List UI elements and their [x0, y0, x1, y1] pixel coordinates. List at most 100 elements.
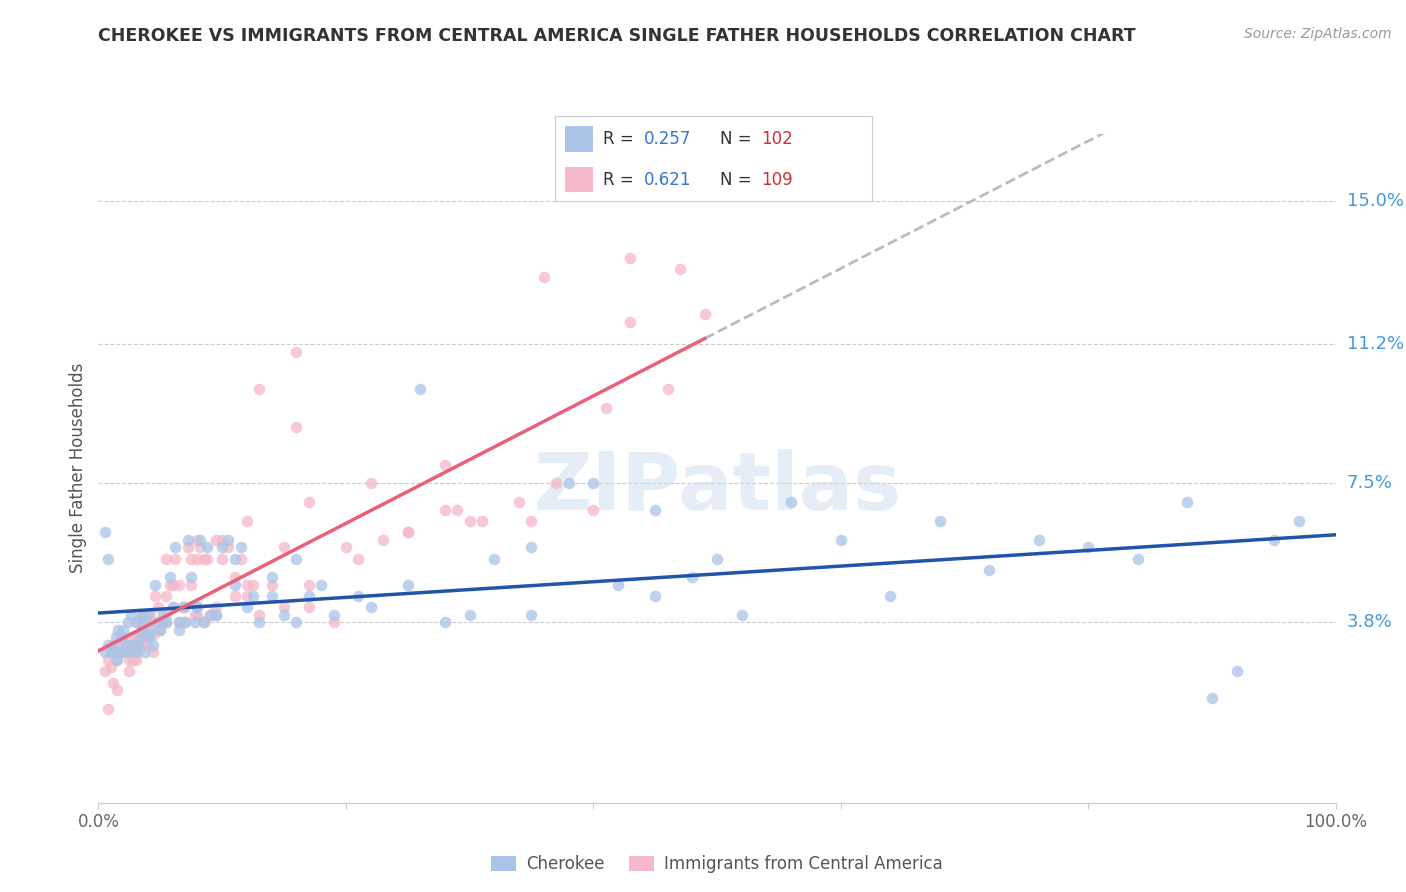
Point [134, 615, 156, 630]
Text: 11.2%: 11.2% [1347, 335, 1405, 353]
Point [136, 626, 159, 640]
Point [122, 653, 145, 667]
Point [165, 551, 187, 566]
Point [236, 600, 259, 615]
Point [131, 623, 153, 637]
Point [322, 615, 344, 630]
Point [105, 645, 128, 659]
Text: 109: 109 [761, 170, 793, 188]
Point [1126, 551, 1149, 566]
Point [458, 514, 481, 528]
Point [236, 578, 259, 592]
Point [595, 401, 617, 416]
Point [93, 665, 115, 679]
Point [260, 570, 283, 584]
Point [114, 645, 136, 659]
Point [155, 607, 177, 622]
Point [484, 551, 506, 566]
Point [120, 607, 142, 622]
Point [97, 702, 120, 716]
Point [149, 623, 172, 637]
Point [298, 589, 321, 603]
Text: Source: ZipAtlas.com: Source: ZipAtlas.com [1244, 27, 1392, 41]
Point [285, 344, 308, 359]
Point [124, 615, 146, 630]
Point [142, 645, 165, 659]
Point [132, 638, 155, 652]
Point [180, 578, 202, 592]
Point [260, 589, 283, 603]
Point [298, 600, 321, 615]
Point [122, 645, 145, 659]
Point [205, 607, 228, 622]
Point [247, 615, 270, 630]
Point [143, 578, 166, 592]
Point [136, 638, 159, 652]
Point [205, 607, 228, 622]
Point [298, 495, 321, 509]
Point [155, 589, 177, 603]
Point [146, 615, 169, 630]
Point [176, 533, 198, 547]
Point [188, 533, 211, 547]
Text: N =: N = [720, 170, 756, 188]
Point [110, 645, 132, 659]
Point [122, 638, 145, 652]
Point [143, 589, 166, 603]
Point [97, 653, 120, 667]
Point [174, 615, 197, 630]
Point [112, 623, 135, 637]
Point [928, 514, 950, 528]
FancyBboxPatch shape [565, 167, 593, 192]
Point [409, 383, 432, 397]
Point [198, 607, 221, 622]
Point [186, 551, 208, 566]
Point [129, 631, 152, 645]
Point [93, 525, 115, 540]
Point [172, 600, 194, 615]
Point [155, 551, 177, 566]
Point [979, 563, 1001, 577]
Point [103, 638, 125, 652]
Point [180, 570, 202, 584]
Point [131, 607, 153, 622]
Point [186, 600, 208, 615]
Point [195, 540, 218, 554]
Point [120, 631, 142, 645]
Point [273, 600, 295, 615]
Point [520, 607, 543, 622]
Point [112, 645, 135, 659]
Point [371, 533, 394, 547]
Text: N =: N = [720, 130, 756, 148]
Point [127, 615, 149, 630]
Point [186, 533, 208, 547]
Point [105, 645, 128, 659]
Point [446, 502, 468, 516]
Point [104, 631, 127, 645]
Point [174, 600, 197, 615]
Point [184, 615, 207, 630]
Point [159, 578, 181, 592]
Text: 0.257: 0.257 [644, 130, 692, 148]
Point [347, 589, 370, 603]
Y-axis label: Single Father Households: Single Father Households [69, 363, 87, 574]
Point [165, 540, 187, 554]
Point [100, 660, 122, 674]
Point [114, 638, 136, 652]
Point [520, 514, 543, 528]
Point [107, 623, 129, 637]
Point [229, 540, 252, 554]
Point [122, 638, 145, 652]
Point [780, 495, 803, 509]
Point [110, 645, 132, 659]
Point [247, 607, 270, 622]
Text: 102: 102 [761, 130, 793, 148]
Point [162, 600, 184, 615]
Point [117, 615, 139, 630]
Point [139, 615, 162, 630]
Point [97, 638, 120, 652]
Point [188, 540, 211, 554]
Point [396, 525, 419, 540]
Point [273, 607, 295, 622]
Point [186, 600, 208, 615]
